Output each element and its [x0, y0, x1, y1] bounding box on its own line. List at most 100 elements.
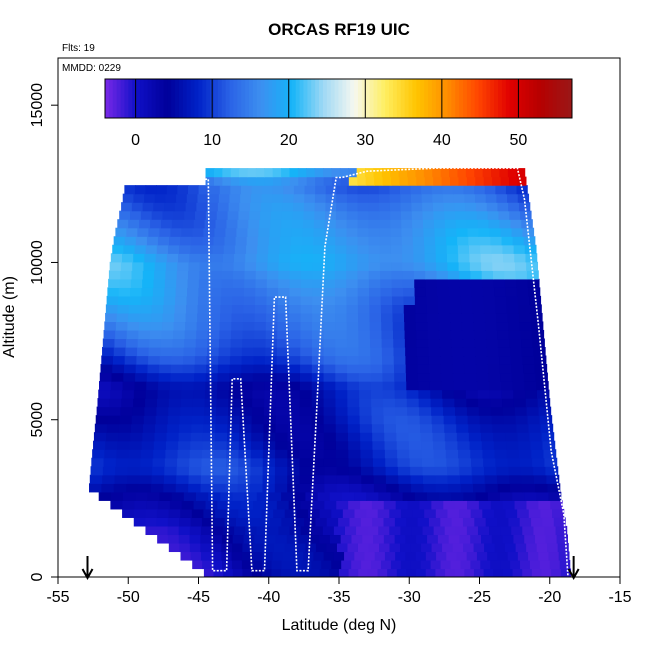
- heatmap-cell: [331, 559, 342, 570]
- colorbar-segment: [498, 79, 503, 118]
- heatmap-cell: [372, 449, 386, 459]
- heatmap-cell: [395, 551, 406, 561]
- heatmap-cell: [255, 278, 268, 288]
- heatmap-cell: [265, 338, 278, 348]
- heatmap-cell: [406, 381, 419, 391]
- heatmap-cell: [417, 355, 430, 365]
- heatmap-cell: [526, 261, 539, 271]
- heatmap-cell: [476, 551, 488, 561]
- heatmap-cell: [494, 287, 507, 297]
- heatmap-cell: [130, 432, 143, 442]
- heatmap-cell: [370, 372, 384, 382]
- heatmap-cell: [460, 559, 471, 570]
- heatmap-cell: [433, 219, 446, 229]
- heatmap-cell: [446, 236, 458, 246]
- heatmap-cell: [176, 193, 188, 203]
- heatmap-cell: [422, 466, 436, 476]
- heatmap-cell: [534, 483, 548, 493]
- heatmap-cell: [180, 551, 192, 561]
- heatmap-cell: [428, 355, 442, 365]
- heatmap-cell: [425, 270, 438, 280]
- heatmap-cell: [469, 253, 482, 263]
- colorbar-segment: [221, 79, 227, 118]
- heatmap-cell: [156, 244, 169, 254]
- heatmap-cell: [323, 176, 333, 186]
- heatmap-cell: [371, 415, 385, 425]
- heatmap-cell: [188, 483, 202, 493]
- heatmap-cell: [446, 551, 458, 561]
- heatmap-cell: [319, 534, 331, 544]
- heatmap-cell: [275, 423, 289, 433]
- heatmap-cell: [287, 483, 301, 493]
- heatmap-cell: [124, 355, 137, 365]
- heatmap-cell: [443, 193, 455, 203]
- heatmap-cell: [357, 193, 369, 203]
- heatmap-cell: [188, 474, 202, 484]
- heatmap-cell: [148, 355, 161, 365]
- heatmap-cell: [281, 517, 294, 527]
- heatmap-cell: [490, 236, 503, 246]
- heatmap-cell: [430, 398, 444, 408]
- heatmap-cell: [103, 329, 116, 340]
- heatmap-cell: [507, 168, 517, 178]
- colorbar-segment: [272, 79, 277, 118]
- heatmap-cell: [511, 525, 523, 536]
- heatmap-cell: [213, 176, 223, 186]
- heatmap-cell: [384, 551, 396, 561]
- heatmap-cell: [266, 287, 279, 297]
- heatmap-cell: [195, 210, 207, 220]
- heatmap-cell: [482, 287, 495, 297]
- heatmap-cell: [280, 227, 293, 237]
- heatmap-cell: [347, 406, 361, 416]
- heatmap-cell: [177, 449, 191, 459]
- heatmap-cell: [257, 244, 269, 254]
- heatmap-cell: [500, 381, 514, 391]
- heatmap-cell: [404, 321, 417, 331]
- heatmap-cell: [423, 483, 437, 493]
- heatmap-cell: [440, 168, 450, 178]
- heatmap-cell: [380, 278, 393, 288]
- heatmap-cell: [323, 338, 336, 348]
- heatmap-cell: [433, 449, 447, 459]
- heatmap-cell: [516, 168, 526, 178]
- heatmap-cell: [393, 338, 406, 348]
- heatmap-cell: [128, 219, 140, 229]
- heatmap-cell: [522, 355, 535, 365]
- colorbar-segment: [175, 79, 180, 118]
- heatmap-cell: [276, 381, 289, 391]
- heatmap-cell: [201, 244, 214, 254]
- heatmap-cell: [244, 278, 257, 288]
- heatmap-cell: [319, 568, 330, 577]
- heatmap-cell: [197, 312, 210, 323]
- heatmap-cell: [312, 253, 325, 263]
- heatmap-cell: [394, 389, 408, 399]
- heatmap-cell: [407, 415, 421, 425]
- heatmap-cell: [443, 415, 457, 425]
- heatmap-cell: [487, 551, 498, 561]
- heatmap-cell: [455, 219, 468, 229]
- heatmap-cell: [228, 389, 242, 399]
- heatmap-cell: [166, 185, 178, 195]
- heatmap-cell: [123, 491, 136, 501]
- heatmap-cell: [287, 440, 301, 450]
- heatmap-cell: [255, 295, 268, 305]
- heatmap-cell: [275, 432, 289, 442]
- heatmap-cell: [288, 321, 302, 331]
- heatmap-cell: [357, 270, 370, 280]
- heatmap-cell: [489, 227, 502, 237]
- heatmap-cell: [178, 432, 192, 442]
- heatmap-cell: [524, 491, 537, 501]
- heatmap-cell: [424, 508, 437, 518]
- colorbar-segment: [505, 79, 511, 118]
- heatmap-cell: [257, 236, 270, 246]
- heatmap-cell: [400, 210, 413, 220]
- heatmap-cell: [495, 185, 507, 195]
- heatmap-cell: [177, 457, 190, 467]
- heatmap-cell: [167, 415, 181, 425]
- heatmap-cell: [171, 355, 184, 365]
- heatmap-cell: [423, 219, 435, 229]
- colorbar-segment: [299, 79, 304, 118]
- heatmap-cell: [246, 236, 259, 246]
- heatmap-cell: [278, 270, 291, 280]
- heatmap-cell: [253, 355, 266, 365]
